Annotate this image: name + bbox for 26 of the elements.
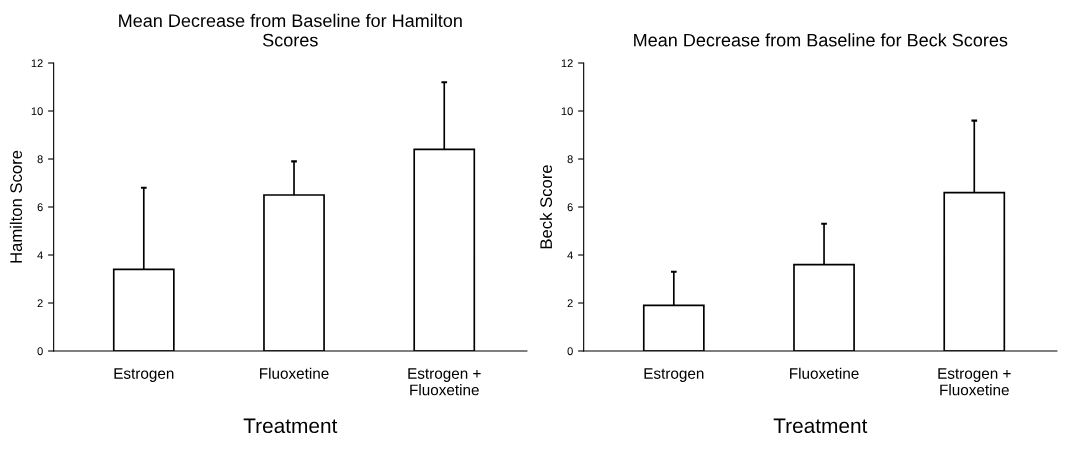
y-tick-label: 12 <box>561 59 573 68</box>
x-tick-label: Estrogen <box>644 368 704 382</box>
y-tick-label: 10 <box>31 107 43 116</box>
y-tick-label: 8 <box>567 155 573 164</box>
x-tick-label: Estrogen + Fluoxetine <box>938 368 1011 396</box>
y-tick-label: 8 <box>37 155 43 164</box>
chart-title: Mean Decrease from Baseline for Hamilton Scores <box>119 13 462 47</box>
y-tick-label: 6 <box>567 203 573 212</box>
y-tick-label: 6 <box>37 203 43 212</box>
chart-title: Mean Decrease from Baseline for Beck Scores <box>634 33 1008 47</box>
x-tick-label: Estrogen <box>114 368 174 382</box>
x-axis-title: Treatment <box>243 418 338 434</box>
x-axis-title: Treatment <box>773 418 868 434</box>
y-tick-label: 12 <box>31 59 43 68</box>
x-tick-label: Fluoxetine <box>790 367 859 379</box>
x-tick-label: Fluoxetine <box>260 367 329 379</box>
y-tick-label: 4 <box>37 251 43 260</box>
y-tick-label: 2 <box>567 299 573 308</box>
y-axis-title: Beck Score <box>539 165 553 249</box>
x-tick-label: Estrogen + Fluoxetine <box>408 368 481 396</box>
y-tick-label: 0 <box>37 347 43 356</box>
y-tick-label: 4 <box>567 251 573 260</box>
y-tick-label: 0 <box>567 347 573 356</box>
y-tick-label: 2 <box>37 299 43 308</box>
y-axis-title: Hamilton Score <box>9 150 23 263</box>
y-tick-label: 10 <box>561 107 573 116</box>
